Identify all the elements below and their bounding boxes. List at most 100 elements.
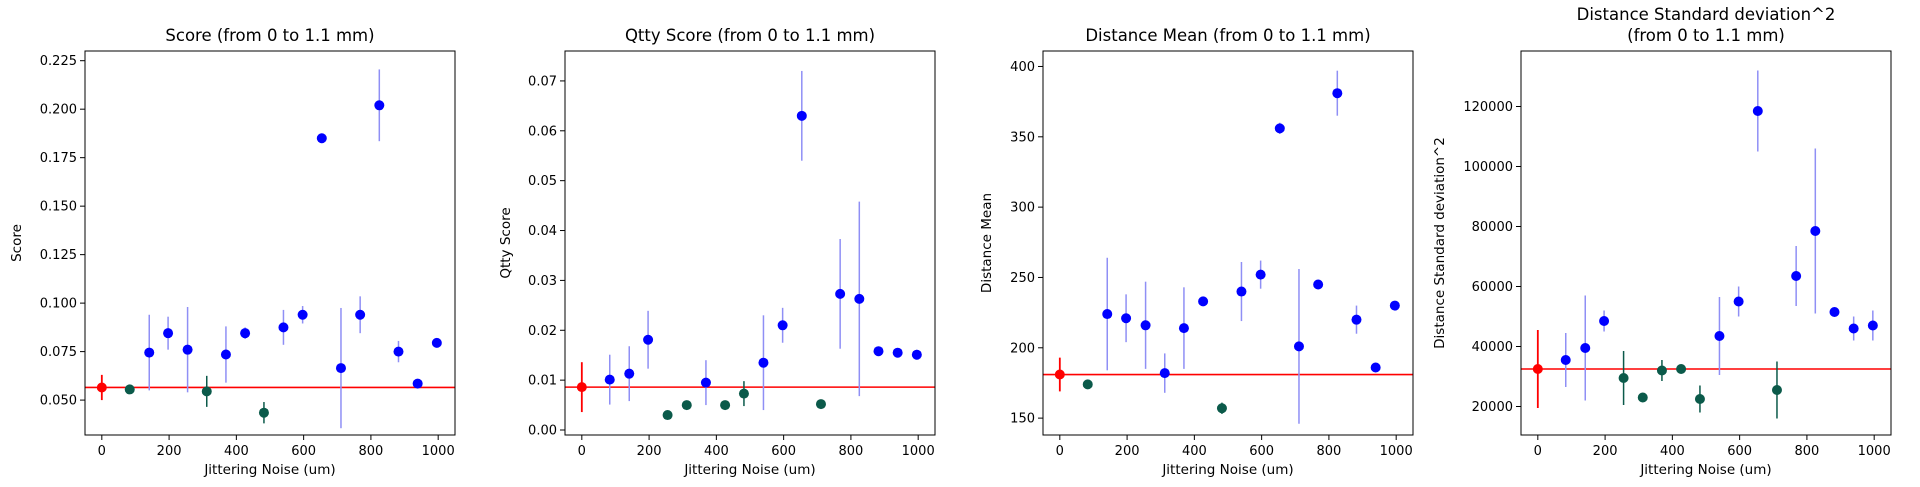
x-tick-label: 200 [157,444,182,459]
x-tick-label: 0 [578,444,586,459]
degraded-point [316,133,327,144]
x-tick-label: 800 [1794,444,1819,459]
degraded-point [643,334,654,345]
x-tick-label: 1000 [1858,444,1891,459]
degraded-point [1733,296,1744,307]
degraded-point [355,309,366,320]
degraded-point [1274,123,1285,134]
degraded-point [700,377,711,388]
degraded-point [220,349,231,360]
degraded-point [297,309,308,320]
degraded-point [1580,343,1591,353]
degraded-point [163,328,174,339]
baseline-point [1532,364,1543,374]
degraded-point [1810,226,1821,236]
improved-point [1676,364,1687,374]
improved-point [738,388,749,399]
subplot-3: Distance Mean (from 0 to 1.1 mm) 0 200 400 6… [979,26,1414,478]
y-tick-label: 0.050 [40,394,77,409]
x-axis-label: Jittering Noise (um) [203,462,335,478]
x-tick-label: 600 [1249,444,1274,459]
y-tick-label: 300 [1010,201,1035,216]
degraded-point [1791,271,1802,281]
degraded-point [1313,279,1324,290]
degraded-point [1178,323,1189,334]
improved-point [1216,403,1227,414]
degraded-point [1332,88,1343,99]
degraded-point [1255,269,1266,280]
y-tick-label: 350 [1010,130,1035,145]
y-tick-label: 0.150 [40,200,77,215]
y-tick-label: 100000 [1463,160,1513,175]
x-axis-label: Jittering Noise (um) [683,462,815,478]
plot-marks [85,69,455,429]
y-axis-label: Score [9,224,25,262]
plot-marks [565,70,935,421]
baseline-point [576,382,587,393]
y-axis-label: Qtty Score [498,207,514,278]
x-tick-label: 1000 [1380,444,1413,459]
degraded-point [873,346,884,357]
y-tick-label: 0.175 [40,151,77,166]
degraded-point [604,374,615,385]
y-tick-label: 0.05 [528,174,557,189]
subplot-2: Qtty Score (from 0 to 1.1 mm) 0 200 400 600 8… [498,26,936,478]
y-tick-label: 120000 [1463,100,1513,115]
degraded-point [335,363,346,374]
degraded-point [1867,320,1878,331]
x-tick-label: 0 [1056,444,1064,459]
y-tick-label: 0.06 [528,124,557,139]
x-tick-label: 600 [1727,444,1752,459]
degraded-point [144,347,155,358]
y-tick-label: 200 [1010,341,1035,356]
x-axis-label: Jittering Noise (um) [1639,462,1771,478]
degraded-point [1159,368,1170,379]
degraded-point [1293,341,1304,352]
y-tick-label: 0.00 [528,424,557,439]
improved-point [720,400,731,411]
plot-frame [1520,50,1892,436]
baseline-point [96,382,107,393]
degraded-point [393,346,404,357]
degraded-point [1236,286,1247,297]
chart-title-line: Distance Standard deviation^2 [1577,5,1836,24]
degraded-point [431,337,442,348]
degraded-point [374,100,385,111]
x-tick-label: 200 [637,444,662,459]
y-tick-label: 0.075 [40,345,77,360]
degraded-point [1599,316,1610,326]
improved-point [1082,379,1093,390]
x-tick-label: 400 [224,444,249,459]
x-tick-label: 1000 [902,444,935,459]
degraded-point [796,110,807,121]
improved-point [662,410,673,421]
x-tick-label: 600 [291,444,316,459]
y-tick-label: 40000 [1472,340,1513,355]
degraded-point [1560,355,1571,365]
y-tick-label: 0.04 [528,224,557,239]
baseline-point [1054,369,1065,380]
improved-point [1618,373,1629,383]
degraded-point [758,357,769,368]
degraded-point [777,320,788,331]
subplot-4: Distance Standard deviation^2 (from 0 to … [1432,5,1892,478]
improved-point [201,386,212,397]
y-tick-label: 0.200 [40,103,77,118]
improved-point [258,407,269,418]
degraded-point [182,344,193,355]
degraded-point [1121,313,1132,324]
improved-point [1656,365,1667,376]
improved-point [815,399,826,410]
plot-frame [564,50,936,436]
chart-title-line: (from 0 to 1.1 mm) [1627,26,1785,45]
improved-point [1694,394,1705,404]
degraded-point [1102,309,1113,320]
y-axis-label: Distance Mean [979,193,995,293]
improved-point [681,400,692,411]
chart-title: Score (from 0 to 1.1 mm) [165,26,374,45]
x-tick-label: 800 [838,444,863,459]
y-tick-label: 0.02 [528,324,557,339]
plot-frame [1042,50,1414,436]
degraded-point [911,349,922,360]
